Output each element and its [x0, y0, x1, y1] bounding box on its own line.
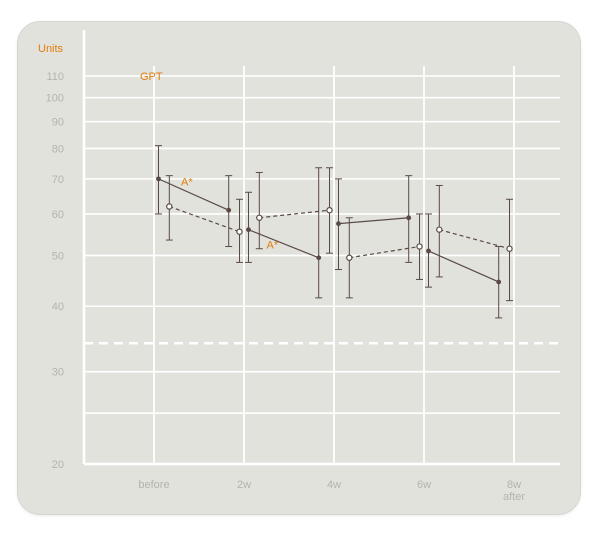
- chart-title: GPT: [140, 71, 163, 83]
- series-dashed: [165, 167, 513, 302]
- data-point: [166, 203, 173, 210]
- horizontal-gridlines: [84, 75, 560, 415]
- chart-card: [18, 22, 580, 514]
- data-point: [236, 228, 243, 235]
- y-tick-label: 60: [52, 209, 64, 221]
- y-tick-label: 70: [52, 174, 64, 186]
- x-tick-label: 6w: [417, 479, 431, 491]
- series-segment: [169, 205, 240, 233]
- x-tick-label: after: [503, 491, 525, 503]
- data-point: [496, 279, 502, 285]
- vertical-gridlines: [153, 66, 515, 464]
- data-point: [426, 248, 431, 254]
- y-tick-label: 80: [52, 143, 64, 155]
- data-point: [246, 227, 251, 233]
- series-segment: [439, 229, 510, 250]
- data-point: [416, 243, 423, 250]
- significance-annotation: A*: [181, 176, 193, 188]
- series-segment: [158, 178, 229, 211]
- data-point: [326, 206, 333, 214]
- data-point: [436, 226, 443, 233]
- series-segment: [259, 209, 330, 219]
- x-tick-label: 4w: [327, 479, 341, 491]
- data-point: [256, 214, 263, 221]
- series-segment: [338, 217, 409, 225]
- data-point: [226, 207, 232, 213]
- series-solid: [155, 145, 503, 319]
- y-tick-label: 40: [52, 301, 64, 313]
- data-point: [346, 254, 353, 261]
- y-tick-label: 50: [52, 250, 64, 262]
- x-tick-label: before: [138, 479, 169, 491]
- data-point: [506, 245, 513, 252]
- series-segment: [349, 245, 420, 259]
- y-tick-label: 30: [52, 367, 64, 379]
- x-tick-label: 2w: [237, 479, 251, 491]
- y-tick-label: 90: [52, 117, 64, 129]
- y-tick-label: 100: [46, 93, 64, 105]
- x-tick-label: 8w: [507, 479, 521, 491]
- data-point: [316, 255, 322, 261]
- y-axis-label: Units: [38, 43, 64, 55]
- series-layer: [155, 145, 513, 319]
- data-point: [336, 221, 341, 227]
- y-tick-label: 20: [52, 459, 64, 471]
- series-segment: [428, 250, 499, 283]
- data-point: [156, 176, 161, 182]
- y-tick-label: 110: [46, 71, 64, 83]
- data-point: [406, 215, 412, 221]
- y-tick-labels: 20 30 40 50 60 70 80 90 100 110: [46, 71, 64, 471]
- series-segment: [248, 229, 319, 259]
- significance-annotation: A*: [267, 240, 279, 252]
- annotations-layer: A* A*: [181, 176, 279, 251]
